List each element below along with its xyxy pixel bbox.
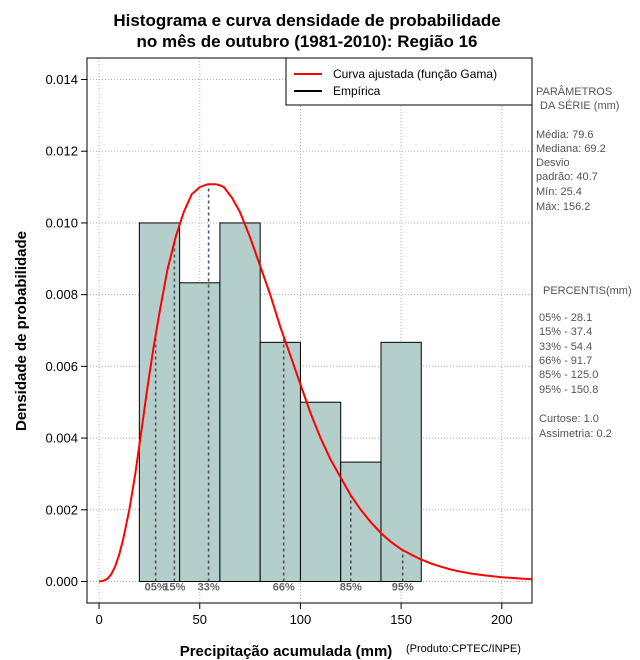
percentile-66: 66% - 91.7	[539, 355, 592, 367]
percentile-label-1: 15%	[163, 581, 185, 593]
percentile-95: 95% - 150.8	[539, 384, 598, 396]
legend: Curva ajustada (função Gama) Empírica	[285, 57, 533, 106]
product-credit: (Produto:CPTEC/INPE)	[406, 643, 521, 655]
stat-min: Mín: 25.4	[536, 186, 582, 198]
params-title-2: DA SÉRIE (mm)	[540, 99, 619, 112]
histogram-bar-6	[380, 341, 422, 582]
percentile-lines	[154, 184, 404, 582]
y-axis: 0.000 0.002 0.004 0.006 0.008 0.010 0.012 0.014	[45, 72, 87, 589]
x-axis-label: Precipitação acumulada (mm)	[180, 643, 393, 660]
histogram-bar-1	[179, 282, 221, 582]
histogram-bar-2	[219, 222, 261, 582]
y-tick-label-4: 0.008	[45, 287, 78, 302]
histogram-bars	[138, 222, 422, 582]
stat-mediana: Mediana: 69.2	[536, 143, 606, 155]
y-axis-label: Densidade de probabilidade	[13, 231, 30, 431]
y-tick-label-5: 0.010	[45, 215, 78, 230]
x-tick-label-0: 0	[95, 612, 102, 627]
stat-desvio-1: Desvio	[536, 157, 570, 169]
stat-desvio-2: padrão: 40.7	[536, 171, 598, 183]
x-tick-label-4: 200	[491, 612, 513, 627]
x-tick-label-1: 50	[193, 612, 207, 627]
percentile-labels: 05%15% 33% 66% 85% 95%	[145, 581, 414, 593]
side-panel: PARÂMETROS DA SÉRIE (mm) Média: 79.6 Med…	[536, 85, 632, 440]
stat-assimetria: Assimetria: 0.2	[539, 428, 612, 440]
legend-box	[285, 57, 533, 106]
percentile-label-0: 05%	[145, 581, 167, 593]
x-tick-label-2: 100	[290, 612, 312, 627]
stat-max: Máx: 156.2	[536, 201, 590, 213]
params-title-1: PARÂMETROS	[536, 85, 612, 98]
y-tick-label-0: 0.000	[45, 574, 78, 589]
y-tick-label-6: 0.012	[45, 144, 78, 159]
gamma-fit-curve	[98, 183, 533, 583]
y-tick-label-1: 0.002	[45, 502, 78, 517]
chart-title-line-2: no mês de outubro (1981-2010): Região 16	[136, 32, 477, 51]
histogram-bar-4	[299, 401, 342, 582]
x-tick-label-3: 150	[390, 612, 412, 627]
percentile-label-4: 85%	[340, 581, 362, 593]
stat-curtose: Curtose: 1.0	[539, 413, 599, 425]
percentile-33: 33% - 54.4	[539, 341, 592, 353]
legend-label-empirica: Empírica	[333, 84, 381, 98]
x-axis: 0 50 100 150 200	[95, 602, 513, 627]
y-tick-label-3: 0.006	[45, 359, 78, 374]
stat-media: Média: 79.6	[536, 129, 593, 141]
percentis-title: PERCENTIS(mm)	[543, 285, 632, 297]
percentile-label-3: 66%	[273, 581, 295, 593]
percentile-label-5: 95%	[392, 581, 414, 593]
chart-title-line-1: Histograma e curva densidade de probabil…	[113, 11, 500, 30]
y-tick-label-7: 0.014	[45, 72, 78, 87]
percentile-label-2: 33%	[198, 581, 220, 593]
y-tick-label-2: 0.004	[45, 431, 78, 446]
histogram-bar-5	[340, 461, 382, 582]
histogram-bar-3	[259, 341, 301, 582]
legend-label-curve: Curva ajustada (função Gama)	[333, 67, 497, 81]
percentile-05: 05% - 28.1	[539, 312, 592, 324]
percentile-85: 85% - 125.0	[539, 369, 598, 381]
percentile-15: 15% - 37.4	[539, 326, 592, 338]
